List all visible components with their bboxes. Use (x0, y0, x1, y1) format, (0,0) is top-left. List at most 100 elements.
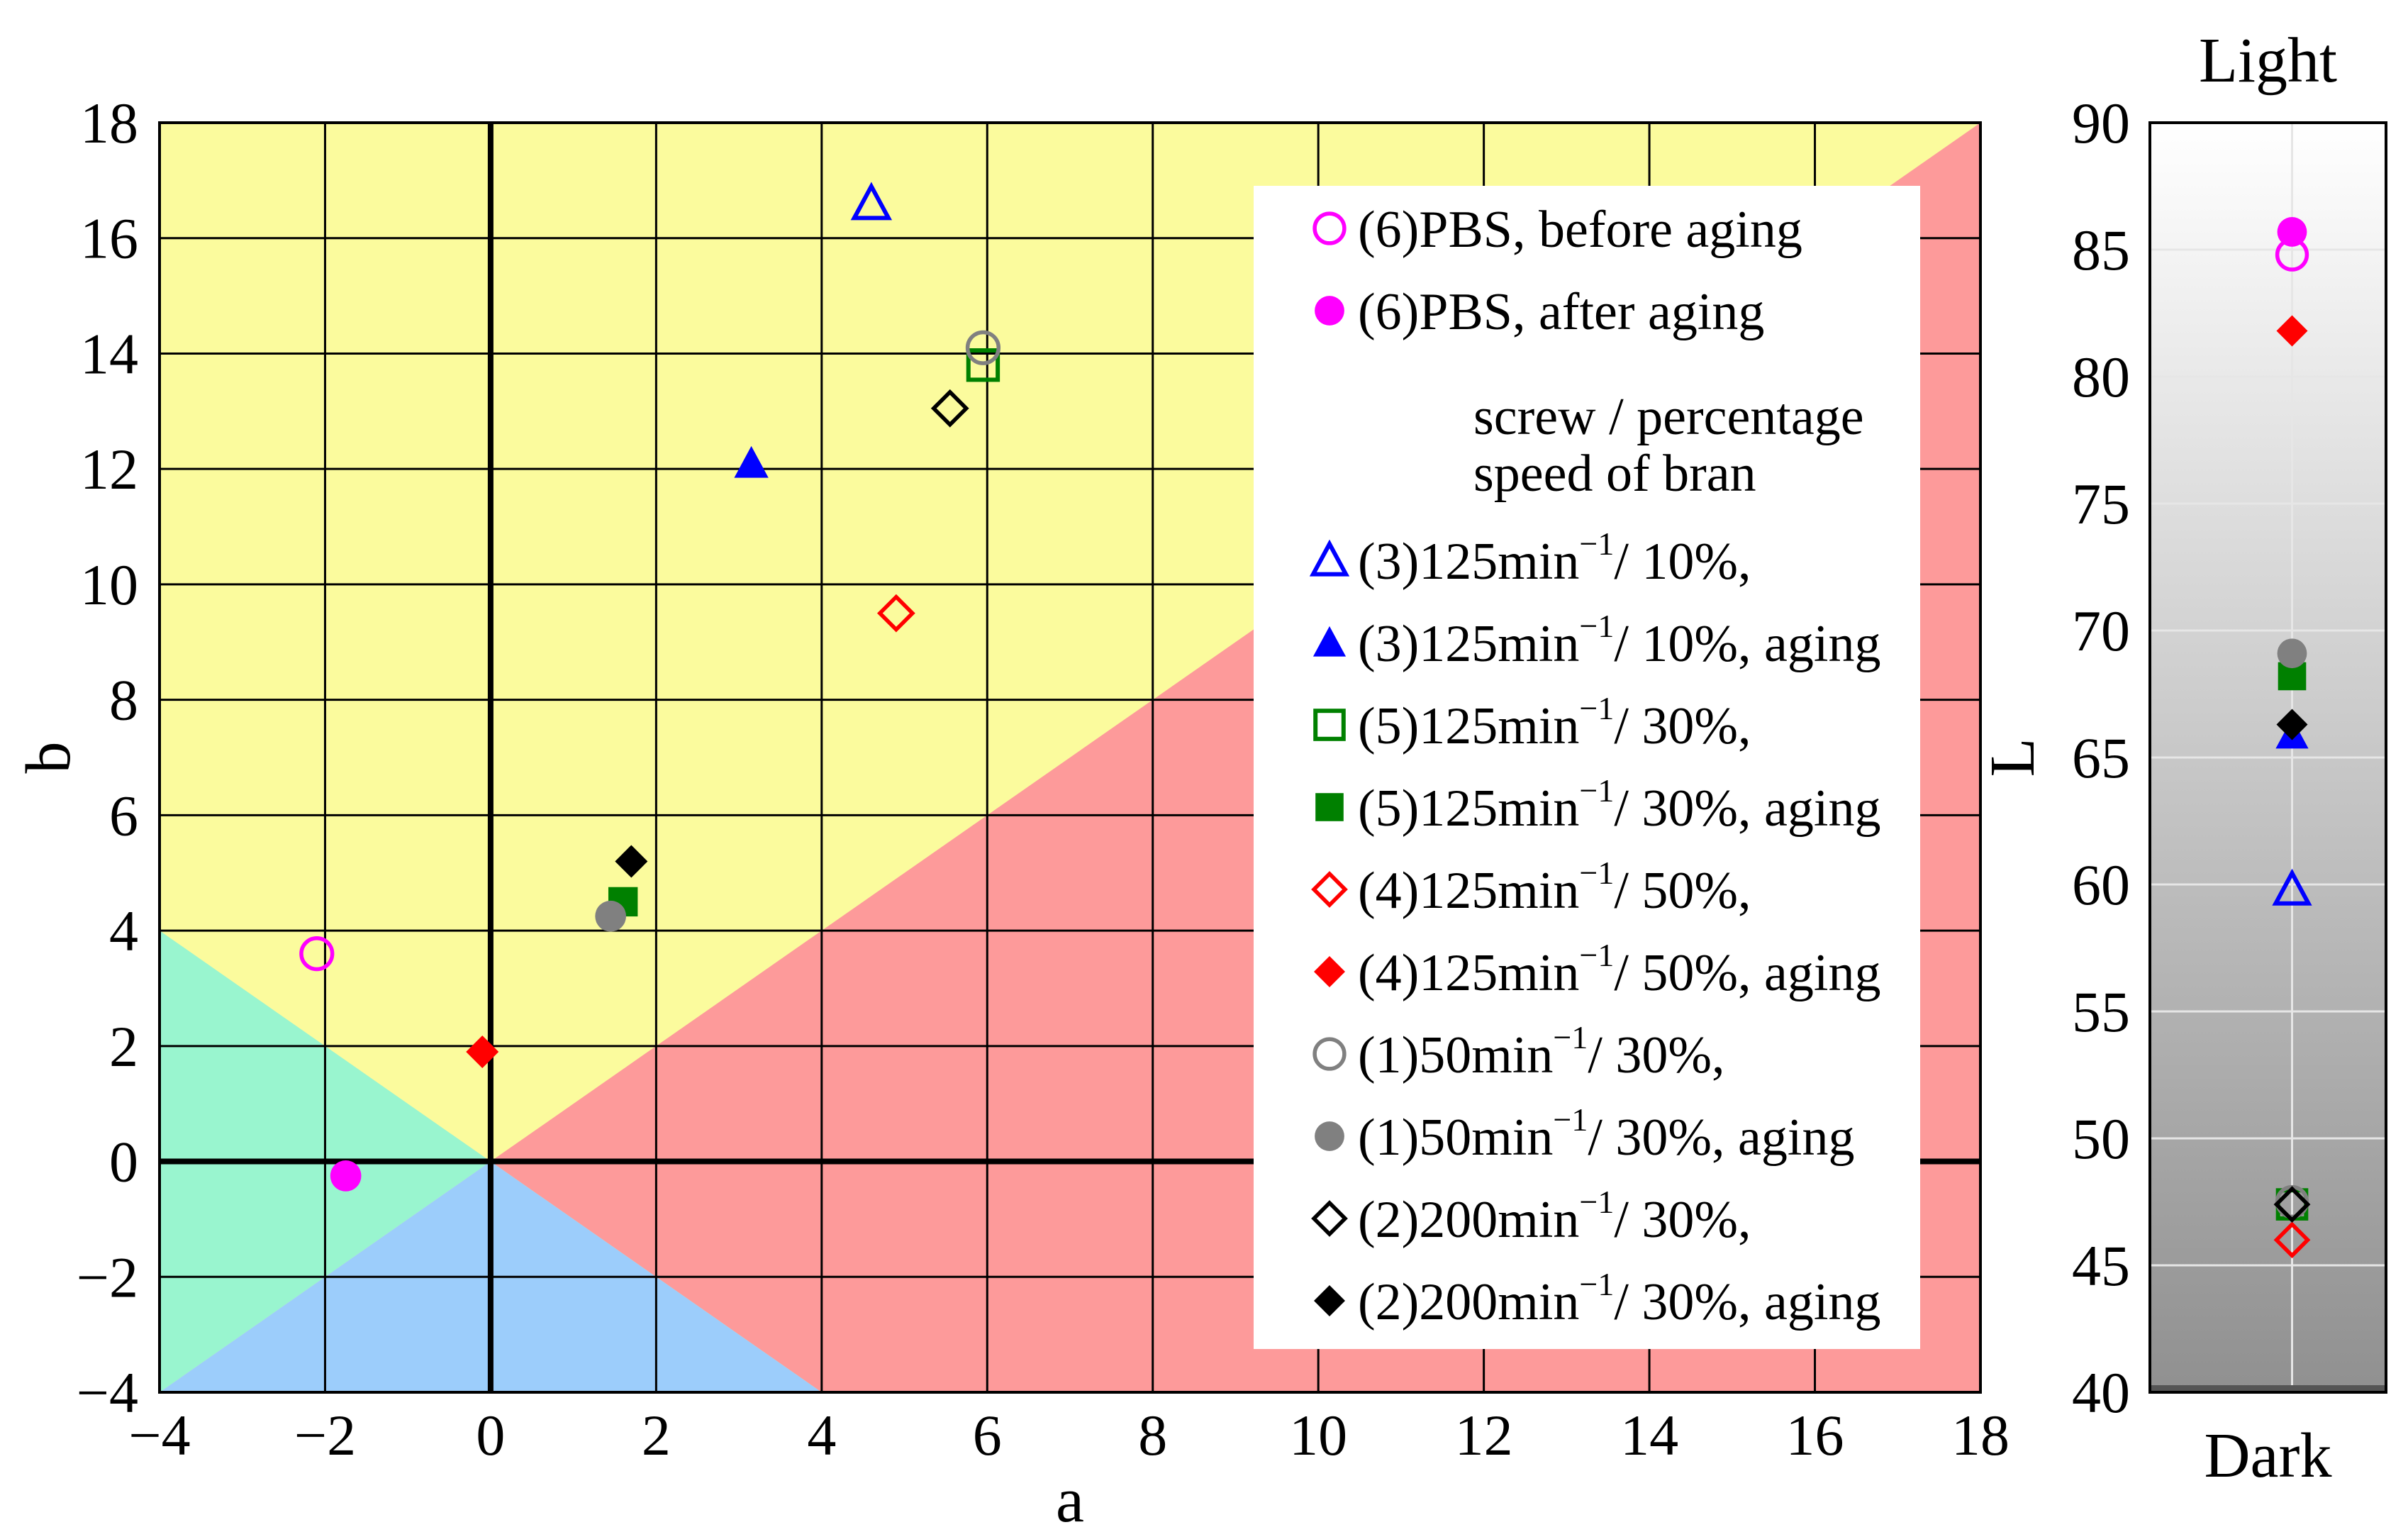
legend-label-prefix: (3)125min (1358, 533, 1579, 591)
y-tick-label: 14 (80, 321, 138, 386)
legend-label-superscript: −1 (1553, 1101, 1588, 1138)
lightness-axis-label: L (1978, 738, 2048, 777)
legend-marker-s4 (1311, 871, 1348, 908)
lightness-tick-label: 60 (2072, 853, 2130, 917)
lightness-tick-label: 85 (2072, 218, 2130, 282)
point-s3 (850, 182, 893, 221)
lightness-point-s1a (2277, 638, 2307, 669)
legend-label-prefix: (1)50min (1358, 1109, 1553, 1167)
point-s1a (595, 900, 627, 932)
y-tick-label: 4 (109, 899, 138, 963)
legend-label-prefix: (3)125min (1358, 615, 1579, 673)
legend-header-line-1: screw / percentage (1473, 388, 1864, 446)
legend-label-superscript: −1 (1553, 1019, 1588, 1055)
legend-label-prefix: (5)125min (1358, 779, 1579, 838)
x-tick-label: 6 (973, 1403, 1002, 1467)
y-tick-label: 2 (109, 1014, 138, 1079)
legend-items: (6)PBS, before aging (6)PBS, after aging s… (1309, 201, 1880, 1331)
lightness-tick-label: 45 (2072, 1233, 2130, 1298)
y-tick-label: 16 (80, 206, 138, 271)
legend-label-superscript: −1 (1579, 608, 1614, 644)
lightness-tick-label: 65 (2072, 726, 2130, 790)
legend-label-suffix: / 30%, (1588, 1026, 1724, 1084)
point-s1 (965, 330, 1001, 365)
y-tick-label: −4 (77, 1360, 138, 1425)
point-s5 (966, 348, 1000, 382)
legend-label-superscript: −1 (1579, 1184, 1614, 1220)
lightness-point-pbs_after (2277, 217, 2307, 247)
x-tick-label: 4 (807, 1403, 836, 1467)
legend-label-s2: (2)200min−1/ 30%, (1358, 1184, 1751, 1249)
point-pbs_before (299, 936, 335, 972)
lightness-tick-label: 75 (2072, 472, 2130, 536)
lightness-point-s3 (2272, 868, 2312, 906)
legend-label-s5a: (5)125min−1/ 30%, aging (1358, 772, 1880, 838)
x-tick-label: −2 (294, 1403, 356, 1467)
lightness-points (2272, 217, 2312, 1259)
legend-label-suffix: / 30%, aging (1614, 1273, 1880, 1331)
legend-label-superscript: −1 (1579, 690, 1614, 726)
lightness-point-s4 (2273, 1221, 2311, 1259)
legend-label-suffix: / 30%, (1614, 1191, 1751, 1249)
y-tick-label: 10 (80, 553, 138, 617)
legend-label-s1: (1)50min−1/ 30%, (1358, 1019, 1725, 1084)
legend-label-suffix: / 50%, aging (1614, 944, 1880, 1002)
y-tick-label: 6 (109, 783, 138, 848)
data-points (299, 182, 1001, 1192)
legend-label-s2a: (2)200min−1/ 30%, aging (1358, 1266, 1880, 1331)
legend-label-s1a: (1)50min−1/ 30%, aging (1358, 1101, 1854, 1167)
dark-label: Dark (2204, 1421, 2332, 1491)
x-tick-label: 10 (1289, 1403, 1347, 1467)
lightness-point-s2 (2273, 1186, 2311, 1223)
point-s3a (734, 445, 769, 478)
legend-label-suffix: / 30%, aging (1614, 779, 1880, 838)
legend-label-suffix: / 10%, aging (1614, 615, 1880, 673)
lightness-chart: 40 45 50 55 60 65 70 75 80 85 90 Light Dark L (1978, 26, 2387, 1491)
legend-label-prefix: (4)125min (1358, 944, 1579, 1002)
x-tick-label: 12 (1455, 1403, 1513, 1467)
legend-label-suffix: / 10%, (1614, 533, 1751, 591)
lightness-tick-label: 70 (2072, 599, 2130, 663)
legend-marker-s2a (1314, 1285, 1345, 1316)
lightness-tick-label: 90 (2072, 91, 2130, 155)
legend-box (1254, 186, 1920, 1349)
point-s4a (466, 1035, 499, 1068)
legend-label-pbs_before: (6)PBS, before aging (1358, 201, 1802, 259)
legend-marker-pbs_before (1312, 211, 1347, 245)
light-label: Light (2199, 26, 2337, 96)
x-tick-label: 0 (476, 1403, 505, 1467)
legend-label-prefix: (2)200min (1358, 1191, 1579, 1249)
x-tick-label: 8 (1138, 1403, 1167, 1467)
legend-label-prefix: (1)50min (1358, 1026, 1553, 1084)
legend-label-superscript: −1 (1579, 855, 1614, 891)
legend-marker-s3a (1312, 626, 1347, 657)
y-tick-label: 0 (109, 1130, 138, 1194)
y-tick-label: 8 (109, 668, 138, 733)
legend-label-s4a: (4)125min−1/ 50%, aging (1358, 937, 1880, 1002)
legend-label-suffix: / 30%, aging (1588, 1109, 1854, 1167)
legend-label-prefix: (2)200min (1358, 1273, 1579, 1331)
legend-marker-s1a (1315, 1121, 1344, 1151)
legend-label-superscript: −1 (1579, 1266, 1614, 1302)
lightness-frame (2148, 121, 2387, 1394)
x-tick-label: 14 (1620, 1403, 1678, 1467)
x-tick-label: −4 (128, 1403, 190, 1467)
legend-marker-s3 (1309, 539, 1350, 577)
legend-label-suffix: / 30%, (1614, 697, 1751, 755)
x-tick-labels: −4 −2 0 2 4 6 8 10 12 14 16 18 (128, 1403, 2010, 1467)
y-tick-label: 12 (80, 437, 138, 501)
legend-label-s5: (5)125min−1/ 30%, (1358, 690, 1751, 755)
lightness-tick-label: 40 (2072, 1360, 2130, 1425)
legend-label-s3: (3)125min−1/ 10%, (1358, 526, 1751, 591)
point-s2a (615, 845, 648, 878)
legend-label-s4: (4)125min−1/ 50%, (1358, 855, 1751, 920)
legend-marker-s4a (1314, 956, 1345, 987)
x-axis-label: a (1056, 1465, 1084, 1532)
y-tick-label: 18 (80, 91, 138, 155)
legend: (6)PBS, before aging (6)PBS, after aging s… (1254, 186, 1920, 1349)
x-tick-label: 16 (1786, 1403, 1844, 1467)
lightness-tick-label: 80 (2072, 345, 2130, 409)
legend-label-superscript: −1 (1579, 937, 1614, 973)
legend-marker-s1 (1312, 1037, 1347, 1071)
y-axis-label: b (13, 742, 84, 774)
